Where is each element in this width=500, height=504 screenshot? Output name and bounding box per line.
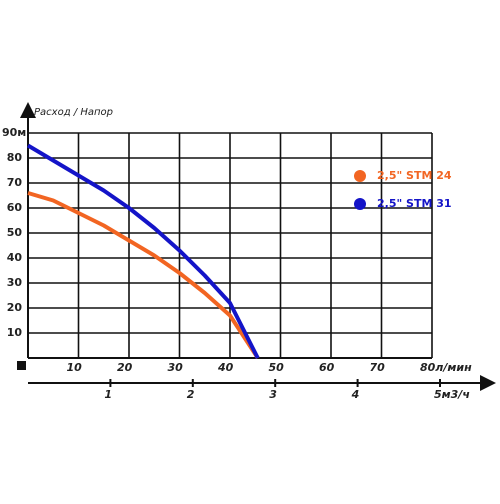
y-tick-label: 80 — [7, 151, 23, 164]
y-tick-label: 60 — [7, 201, 23, 214]
x2-tick-label: 5м3/ч — [434, 388, 470, 401]
x-tick-label: 50 — [269, 361, 285, 374]
x-tick-label: 30 — [168, 361, 184, 374]
y-tick-label: 30 — [7, 276, 23, 289]
legend-label: 2,5" STM 24 — [377, 169, 452, 182]
x2-tick-label: 3 — [269, 388, 277, 401]
legend-marker — [354, 170, 366, 182]
chart-title: Расход / Напор — [34, 107, 113, 118]
x-tick-label: 20 — [117, 361, 133, 374]
y-tick-label: 70 — [7, 176, 23, 189]
x-tick-label: 60 — [319, 361, 335, 374]
x2-tick-label: 4 — [351, 388, 360, 401]
legend-marker — [354, 198, 366, 210]
x2-tick-label: 1 — [104, 388, 112, 401]
x2-tick-label: 2 — [187, 388, 195, 401]
origin-marker — [17, 361, 26, 370]
y-tick-label: 40 — [7, 251, 23, 264]
line-series — [26, 143, 260, 359]
x-tick-label: 80л/мин — [420, 361, 472, 374]
y-tick-label: 50 — [7, 226, 23, 239]
y-tick-label: 10 — [7, 326, 23, 339]
x-tick-label: 70 — [370, 361, 386, 374]
x-tick-label: 40 — [217, 361, 234, 374]
x-tick-label: 10 — [67, 361, 83, 374]
y-tick-label: 90м — [2, 126, 26, 139]
y-tick-label: 20 — [7, 301, 23, 314]
line-series — [27, 191, 260, 360]
legend-label: 2,5" STM 31 — [377, 197, 452, 210]
